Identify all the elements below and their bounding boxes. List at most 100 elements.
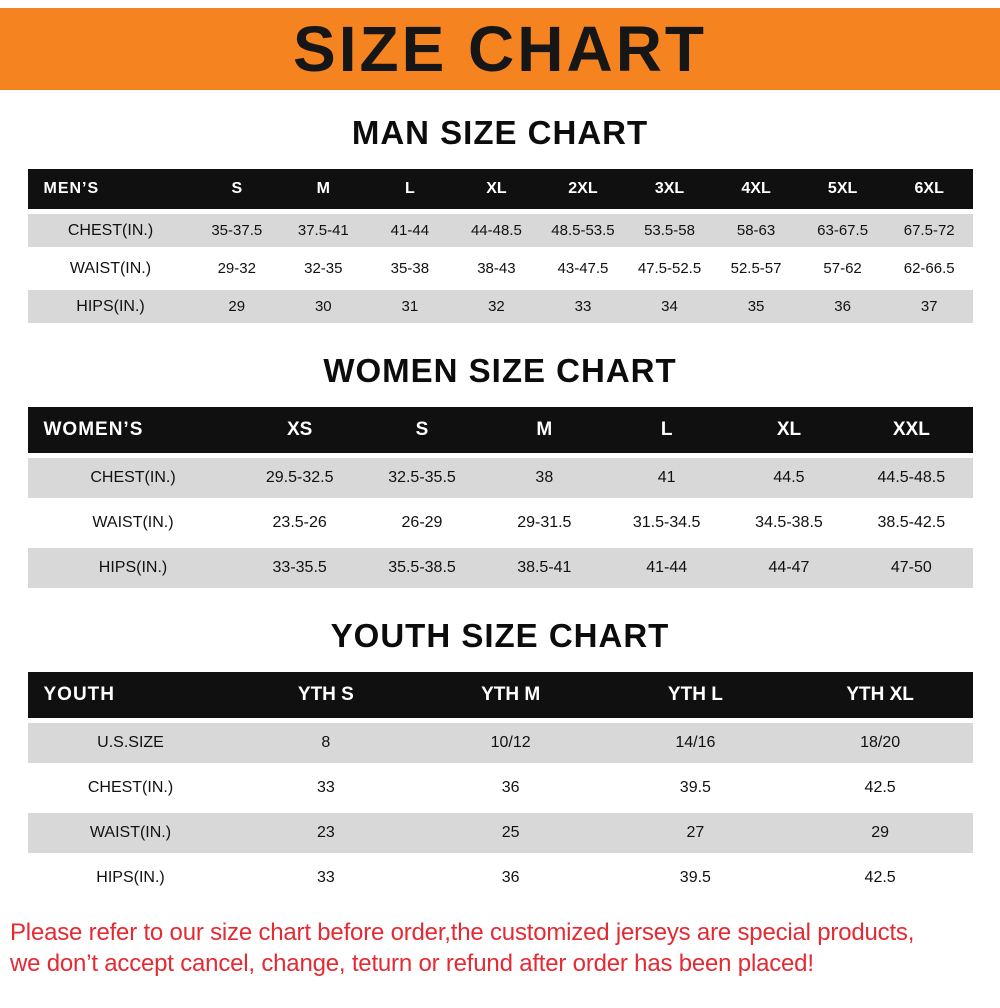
table-row: U.S.SIZE 8 10/12 14/16 18/20 — [27, 723, 973, 763]
man-size-table: MEN’S S M L XL 2XL 3XL 4XL 5XL 6XL CHEST(IN.) 35-37… — [27, 164, 973, 328]
cell-value: 30 — [280, 290, 367, 323]
column-header: 2XL — [539, 169, 627, 209]
cell-value: 53.5-58 — [626, 214, 713, 247]
table-row: WAIST(IN.) 23 25 27 29 — [27, 813, 973, 853]
column-header: 6XL — [885, 169, 973, 209]
column-header: L — [366, 169, 454, 209]
cell-value: 38-43 — [453, 252, 540, 285]
banner-title: SIZE CHART — [293, 13, 707, 85]
column-header: M — [483, 407, 606, 453]
column-header: XL — [727, 407, 851, 453]
column-header: XXL — [850, 407, 973, 453]
row-label: U.S.SIZE — [27, 723, 234, 763]
row-label: HIPS(IN.) — [27, 548, 239, 588]
banner: SIZE CHART — [0, 8, 1000, 90]
women-section-heading: WOMEN SIZE CHART — [323, 352, 677, 389]
cell-value: 44-48.5 — [453, 214, 540, 247]
column-header: L — [605, 407, 728, 453]
women-size-section: WOMEN SIZE CHART WOMEN’S XS S M L XL XXL CHEST(… — [0, 352, 1000, 593]
cell-value: 33 — [539, 290, 627, 323]
disclaimer-line-2: we don’t accept cancel, change, teturn o… — [10, 950, 814, 978]
cell-value: 35-37.5 — [193, 214, 281, 247]
cell-value: 34 — [626, 290, 713, 323]
cell-value: 35 — [712, 290, 800, 323]
cell-value: 26-29 — [360, 503, 484, 543]
cell-value: 29 — [787, 813, 973, 853]
column-header: S — [193, 169, 281, 209]
table-header-row: WOMEN’S XS S M L XL XXL — [27, 407, 973, 453]
column-header: YTH L — [603, 672, 788, 718]
column-header: 4XL — [712, 169, 800, 209]
row-label: WAIST(IN.) — [27, 503, 239, 543]
cell-value: 35.5-38.5 — [360, 548, 484, 588]
cell-value: 44.5 — [727, 458, 851, 498]
column-header: XL — [453, 169, 540, 209]
cell-value: 52.5-57 — [712, 252, 800, 285]
cell-value: 23 — [233, 813, 419, 853]
youth-size-table: YOUTH YTH S YTH M YTH L YTH XL U.S.SIZE 8 10/12… — [27, 667, 973, 903]
row-label: HIPS(IN.) — [27, 858, 234, 898]
cell-value: 37 — [885, 290, 973, 323]
table-row: HIPS(IN.) 33-35.5 35.5-38.5 38.5-41 41-44 44-… — [27, 548, 973, 588]
cell-value: 35-38 — [366, 252, 454, 285]
cell-value: 36 — [418, 858, 603, 898]
cell-value: 36 — [418, 768, 603, 808]
man-section-heading: MAN SIZE CHART — [351, 114, 649, 151]
cell-value: 43-47.5 — [539, 252, 627, 285]
column-header: 3XL — [626, 169, 713, 209]
cell-value: 14/16 — [603, 723, 788, 763]
cell-value: 32 — [453, 290, 540, 323]
row-label: HIPS(IN.) — [27, 290, 194, 323]
cell-value: 41 — [605, 458, 728, 498]
cell-value: 29-31.5 — [483, 503, 606, 543]
column-header: 5XL — [799, 169, 886, 209]
table-header-row: YOUTH YTH S YTH M YTH L YTH XL — [27, 672, 973, 718]
row-label: CHEST(IN.) — [27, 458, 239, 498]
cell-value: 44.5-48.5 — [850, 458, 973, 498]
cell-value: 44-47 — [727, 548, 851, 588]
table-corner-label: WOMEN’S — [27, 407, 239, 453]
table-row: HIPS(IN.) 33 36 39.5 42.5 — [27, 858, 973, 898]
cell-value: 27 — [603, 813, 788, 853]
table-header-row: MEN’S S M L XL 2XL 3XL 4XL 5XL 6XL — [27, 169, 973, 209]
cell-value: 47-50 — [850, 548, 973, 588]
column-header: S — [360, 407, 484, 453]
cell-value: 31.5-34.5 — [605, 503, 728, 543]
size-chart-page: SIZE CHART MAN SIZE CHART MEN’S S M L XL 2XL 3… — [0, 8, 1000, 979]
table-row: WAIST(IN.) 29-32 32-35 35-38 38-43 43-47.5 47.… — [27, 252, 973, 285]
cell-value: 39.5 — [603, 768, 788, 808]
cell-value: 10/12 — [418, 723, 603, 763]
cell-value: 29 — [193, 290, 281, 323]
cell-value: 29-32 — [193, 252, 281, 285]
cell-value: 29.5-32.5 — [238, 458, 361, 498]
column-header: YTH S — [233, 672, 419, 718]
table-row: WAIST(IN.) 23.5-26 26-29 29-31.5 31.5-34.5 34… — [27, 503, 973, 543]
disclaimer-line-1: Please refer to our size chart before or… — [10, 919, 915, 946]
cell-value: 58-63 — [712, 214, 800, 247]
row-label: CHEST(IN.) — [27, 768, 234, 808]
cell-value: 38.5-41 — [483, 548, 606, 588]
women-size-table: WOMEN’S XS S M L XL XXL CHEST(IN.) 29.5-32.5 32.5… — [27, 402, 973, 593]
cell-value: 48.5-53.5 — [539, 214, 627, 247]
cell-value: 34.5-38.5 — [727, 503, 851, 543]
cell-value: 25 — [418, 813, 603, 853]
man-size-section: MAN SIZE CHART MEN’S S M L XL 2XL 3XL 4XL 5XL 6XL… — [0, 114, 1000, 328]
table-row: CHEST(IN.) 35-37.5 37.5-41 41-44 44-48.5 48.5… — [27, 214, 973, 247]
cell-value: 37.5-41 — [280, 214, 367, 247]
cell-value: 8 — [233, 723, 419, 763]
cell-value: 63-67.5 — [799, 214, 886, 247]
cell-value: 62-66.5 — [885, 252, 973, 285]
cell-value: 39.5 — [603, 858, 788, 898]
youth-section-heading: YOUTH SIZE CHART — [330, 617, 670, 654]
cell-value: 18/20 — [787, 723, 973, 763]
cell-value: 41-44 — [605, 548, 728, 588]
cell-value: 38.5-42.5 — [850, 503, 973, 543]
column-header: YTH XL — [787, 672, 973, 718]
cell-value: 42.5 — [787, 768, 973, 808]
row-label: WAIST(IN.) — [27, 813, 234, 853]
cell-value: 41-44 — [366, 214, 454, 247]
table-row: CHEST(IN.) 29.5-32.5 32.5-35.5 38 41 44.5 44.5… — [27, 458, 973, 498]
table-corner-label: MEN’S — [27, 169, 194, 209]
cell-value: 38 — [483, 458, 606, 498]
disclaimer: Please refer to our size chart before or… — [10, 917, 990, 979]
